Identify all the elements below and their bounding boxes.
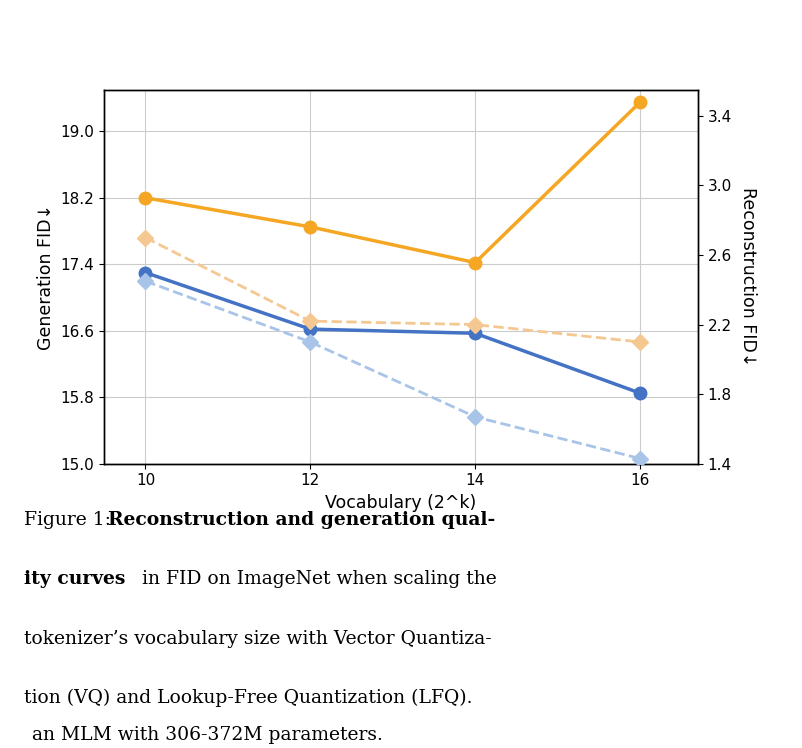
Text: tion (VQ) and Lookup-Free Quantization (LFQ).: tion (VQ) and Lookup-Free Quantization (… xyxy=(24,689,472,707)
Y-axis label: Generation FID↓: Generation FID↓ xyxy=(37,203,55,350)
Y-axis label: Reconstruction FID↓: Reconstruction FID↓ xyxy=(739,187,757,367)
Text: ity curves: ity curves xyxy=(24,570,125,588)
Text: an MLM with 306-372M parameters.: an MLM with 306-372M parameters. xyxy=(32,726,383,744)
Text: Reconstruction and generation qual-: Reconstruction and generation qual- xyxy=(108,511,496,529)
Text: Figure 1:: Figure 1: xyxy=(24,511,117,529)
X-axis label: Vocabulary (2^k): Vocabulary (2^k) xyxy=(326,494,476,512)
Text: in FID on ImageNet when scaling the: in FID on ImageNet when scaling the xyxy=(136,570,496,588)
Text: tokenizer’s vocabulary size with Vector Quantiza-: tokenizer’s vocabulary size with Vector … xyxy=(24,630,492,648)
